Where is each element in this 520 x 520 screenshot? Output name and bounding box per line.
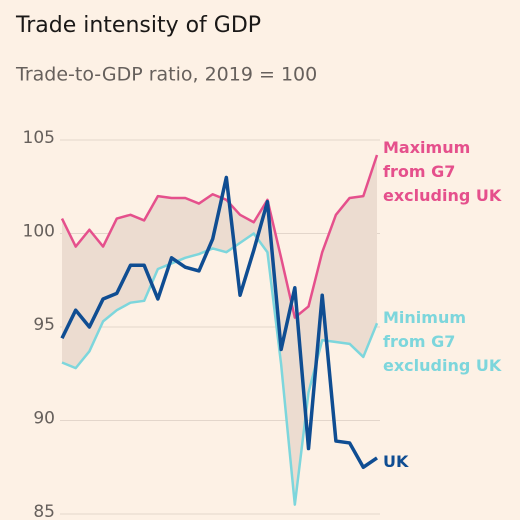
y-tick-label: 105 [23,128,55,148]
legend-max: Maximum from G7 excluding UK [383,138,502,205]
y-tick-label: 85 [33,502,55,520]
series-line [60,154,379,319]
y-tick-label: 90 [33,409,55,429]
y-tick-label: 95 [33,315,55,335]
series-line [60,175,378,469]
series-line [61,232,379,506]
chart-title: Trade intensity of GDP [15,13,261,38]
range-band [62,154,377,505]
legend-min: Minimum from G7 excluding UK [383,308,502,375]
chart-subtitle: Trade-to-GDP ratio, 2019 = 100 [15,64,317,86]
y-tick-label: 100 [23,222,55,242]
legend-uk: UK [383,452,409,471]
